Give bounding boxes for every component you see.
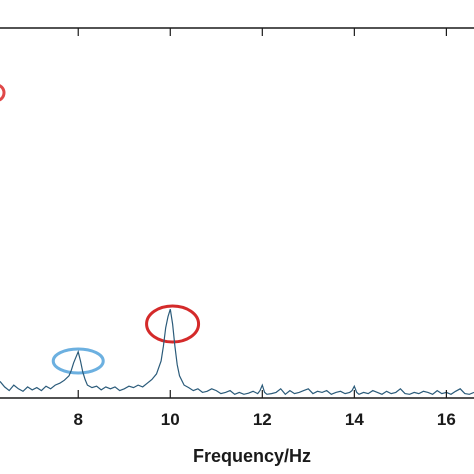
x-tick-label: 10 <box>161 410 180 429</box>
x-tick-label: 14 <box>345 410 364 429</box>
highlight-ellipse <box>145 304 201 344</box>
x-ticks: 8 10 12 14 16 <box>73 28 456 429</box>
x-tick-label: 8 <box>73 410 82 429</box>
annotations <box>0 84 201 375</box>
x-tick-label: 16 <box>437 410 456 429</box>
x-axis-title: Frequency/Hz <box>193 446 311 466</box>
spectrum-line <box>0 309 474 396</box>
highlight-ellipse <box>51 347 105 375</box>
x-tick-label: 12 <box>253 410 272 429</box>
highlight-circle-partial <box>0 84 6 102</box>
